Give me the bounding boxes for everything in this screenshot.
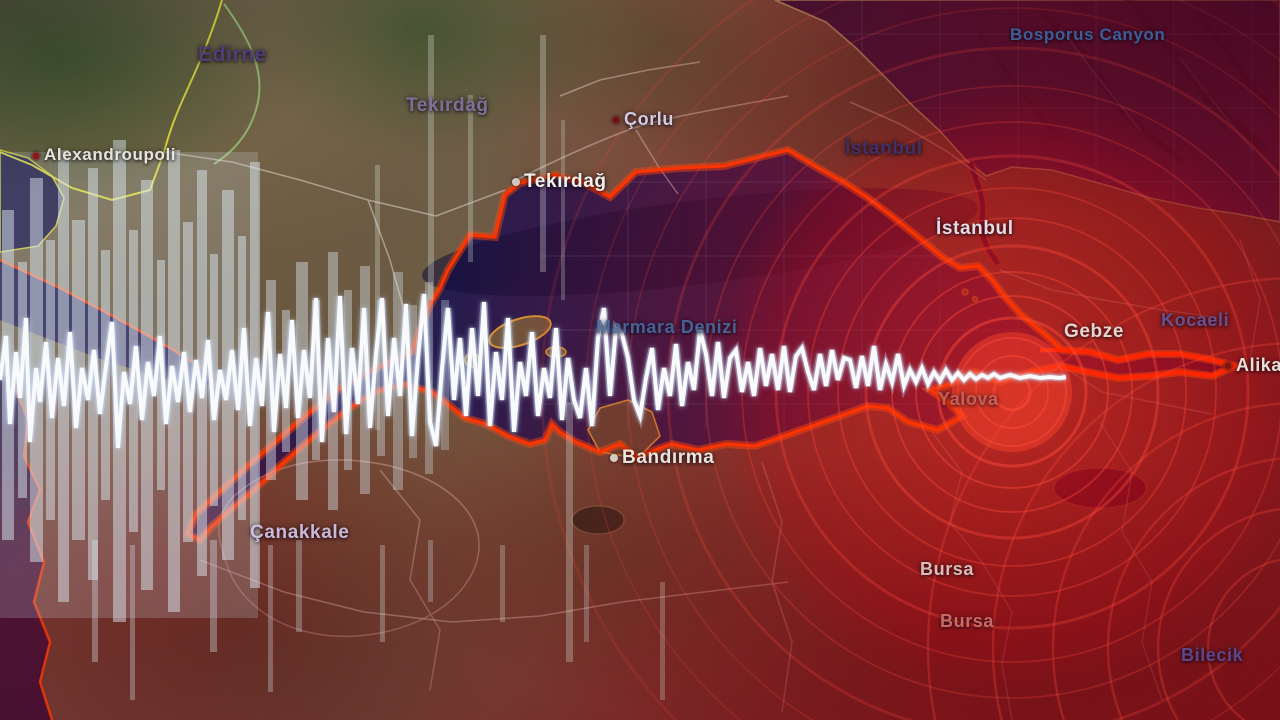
shockwave-ring-secondary [1051,402,1280,720]
seismic-trace [0,293,1067,449]
seismogram-bar [130,545,135,700]
shockwave-ring [891,271,1133,513]
shockwave-ring-secondary [1156,507,1280,720]
seismogram-bar [92,540,98,662]
shockwave-ring [627,7,1280,720]
seismogram-bar [441,300,449,450]
shockwave-ring [936,316,1088,468]
shockwave-ring [864,244,1160,540]
izmit-bay-fault-highlight [1029,347,1242,381]
seismogram-bar [468,95,473,262]
shockwave-ring [807,187,1217,597]
seismogram-bar [428,35,434,300]
seismogram-bar [72,220,85,540]
shockwave-ring [975,355,1049,429]
shockwave-ring [774,154,1250,630]
seismogram-bar [561,120,565,300]
seismogram-bar [360,266,370,494]
seismogram-bar [500,545,505,622]
shockwave-ring [837,217,1187,567]
shockwave-ring-secondary [1106,457,1280,720]
seismogram-bar [584,545,589,642]
seismogram-bar [113,140,126,622]
seismogram-bar [312,300,320,460]
seismogram-bar [268,545,273,692]
shockwave-ring [585,0,1280,720]
shockwave-ring [705,85,1280,699]
seismogram-bar [377,300,385,456]
seismogram-bar [210,254,218,506]
seismogram-bar [540,35,546,272]
epicenter-core-glow [952,332,1072,452]
seismogram-bar [380,545,385,642]
seismogram-bar [58,150,69,602]
seismogram-bar [375,165,380,430]
shockwave-ring-secondary [1206,558,1280,720]
seismogram-bar [660,582,665,700]
seismogram-bar [296,540,302,632]
shockwave-ring-secondary [991,342,1280,720]
seismogram-bar [428,540,433,602]
seismogram-bar [409,305,417,458]
shockwave-ring-secondary [926,277,1280,720]
seismogram-trace [0,293,1067,449]
shockwave-ring [915,295,1109,489]
seismogram-bar [210,540,217,652]
seismogram-bar [197,170,207,576]
shockwave-ring [957,337,1067,447]
seismogram-bar [566,402,573,662]
